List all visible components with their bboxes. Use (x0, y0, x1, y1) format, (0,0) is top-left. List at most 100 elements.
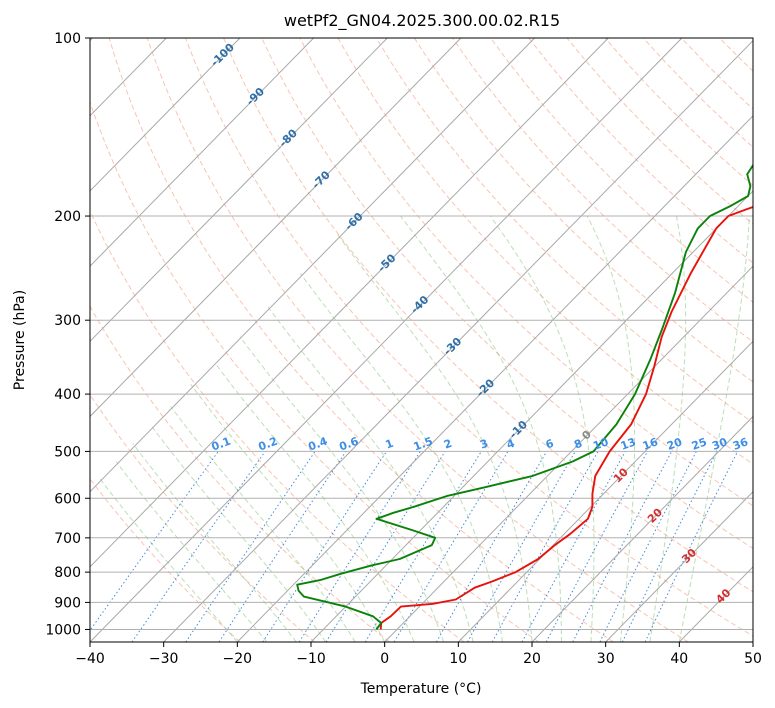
mixing-ratio-line (218, 451, 347, 642)
x-tick-label: 40 (670, 651, 688, 667)
moist-adiabat-line (152, 426, 327, 642)
mixing-ratio-label: 16 (641, 435, 660, 453)
x-axis-ticks: −40 −30 −20 −10 0 10 20 30 40 50 (75, 642, 762, 667)
moist-adiabat-line (190, 383, 386, 642)
mixing-ratio-line (621, 451, 718, 642)
x-tick-label: 20 (523, 651, 541, 667)
x-tick-label: −30 (149, 651, 179, 667)
moist-adiabat-line (115, 461, 268, 642)
mixing-ratio-label: 0.4 (307, 435, 330, 454)
x-tick-label: −20 (223, 651, 253, 667)
dry-adiabat-line (90, 100, 540, 642)
mixing-ratio-line (467, 451, 576, 642)
isotherm-line (90, 38, 535, 493)
mixing-ratio-label: 20 (665, 435, 684, 453)
isotherm-line (90, 38, 683, 642)
mixing-ratio-line (185, 451, 316, 642)
mixing-ratio-label: 0.1 (210, 435, 233, 454)
x-tick-label: 10 (449, 651, 467, 667)
dry-adiabat-line (90, 209, 465, 642)
isotherm-line (90, 38, 609, 568)
y-tick-label: 1000 (45, 623, 81, 639)
mixing-ratio-line (131, 451, 266, 642)
moist-adiabat-line (214, 363, 415, 642)
mixing-ratio-line (298, 451, 421, 642)
y-tick-label: 700 (54, 531, 81, 547)
moist-adiabat-line (337, 234, 533, 642)
series-dewpoint-line (296, 163, 753, 631)
moist-adiabat-line (400, 215, 562, 642)
y-tick-label: 600 (54, 491, 81, 507)
y-tick-label: 300 (54, 313, 81, 329)
y-tick-label: 200 (54, 209, 81, 225)
moist-adiabat-line (99, 477, 238, 642)
x-tick-label: 0 (380, 651, 389, 667)
y-axis-label: Pressure (hPa) (12, 290, 28, 390)
y-tick-label: 900 (54, 595, 81, 611)
isotherm-line (90, 38, 241, 192)
moist-adiabat-line (586, 215, 636, 642)
isotherm-line (384, 265, 753, 642)
mixing-ratio-label: 1 (384, 437, 396, 452)
x-tick-label: −40 (75, 651, 105, 667)
series-temperature-line (379, 206, 753, 630)
mixing-ratio-label: 1.5 (412, 435, 435, 454)
dry-adiabat-line (90, 478, 241, 642)
mixing-ratio-label: 10 (591, 435, 610, 453)
mixing-ratio-label: 4 (505, 437, 517, 452)
isotherm-line (457, 340, 753, 642)
mixing-ratio-label: 13 (619, 435, 638, 452)
isotherm-line (90, 38, 314, 267)
mixing-ratio-label: 36 (731, 435, 750, 453)
isotherm-line (236, 115, 753, 642)
dry-adiabat-line (223, 38, 753, 593)
plot-frame (89, 37, 754, 643)
pressure-gridlines (90, 38, 753, 630)
mixing-ratio-label: 3 (478, 437, 490, 452)
y-axis-ticks: 100 200 300 400 500 600 700 800 900 1000 (45, 31, 90, 639)
mixing-ratio-line (521, 451, 626, 642)
x-tick-label: −10 (296, 651, 326, 667)
mixing-ratio-label: 0.6 (337, 435, 360, 454)
isotherm-line (310, 190, 753, 642)
mixing-ratio-line (599, 451, 697, 642)
moist-adiabat-line (267, 306, 474, 642)
chart-title: wetPf2_GN04.2025.300.00.02.R15 (284, 11, 560, 31)
mixing-ratio-label: 25 (690, 435, 709, 452)
mixing-ratio-labels: 0.1 0.2 0.4 0.6 1 1.5 2 3 4 6 8 10 13 16 20 25 30 36 (210, 435, 751, 454)
dry-adiabat-line (299, 38, 753, 507)
y-tick-label: 400 (54, 387, 81, 403)
moist-adiabat-line (132, 443, 297, 642)
dry-adiabat-line (146, 38, 689, 642)
profile-series (296, 163, 753, 631)
moist-adiabat-line (299, 273, 503, 642)
mixing-ratio-line (262, 451, 388, 642)
plot-area: -100-90-80-70-60-50-40-30-20-10 010203040… (90, 38, 753, 642)
dry-adiabat-line (90, 305, 390, 642)
isotherm-line (163, 39, 753, 642)
mixing-ratio-label: 2 (442, 437, 454, 452)
moist-adiabat-line (239, 336, 445, 642)
x-tick-label: 30 (597, 651, 615, 667)
mixing-ratio-label: 0.2 (257, 435, 280, 454)
mixing-ratio-label: 8 (572, 437, 584, 452)
mixing-ratio-line (90, 451, 219, 632)
isotherm-line (531, 415, 753, 642)
mixing-ratio-label: 6 (544, 437, 556, 452)
y-tick-label: 500 (54, 444, 81, 460)
isotherm-line (605, 490, 753, 642)
dry-adiabat-line (490, 38, 753, 303)
y-tick-label: 800 (54, 565, 81, 581)
dry-adiabat-line (413, 38, 753, 383)
moist-adiabat-line (649, 215, 687, 642)
x-tick-label: 50 (744, 651, 762, 667)
dry-adiabat-line (108, 38, 614, 642)
isotherm-line (90, 38, 388, 343)
dry-adiabat-line (375, 38, 753, 424)
x-axis-label: Temperature (°C) (360, 681, 482, 697)
isotherm-line (90, 38, 462, 418)
y-tick-label: 100 (54, 31, 81, 47)
mixing-ratio-label: 30 (710, 435, 729, 453)
